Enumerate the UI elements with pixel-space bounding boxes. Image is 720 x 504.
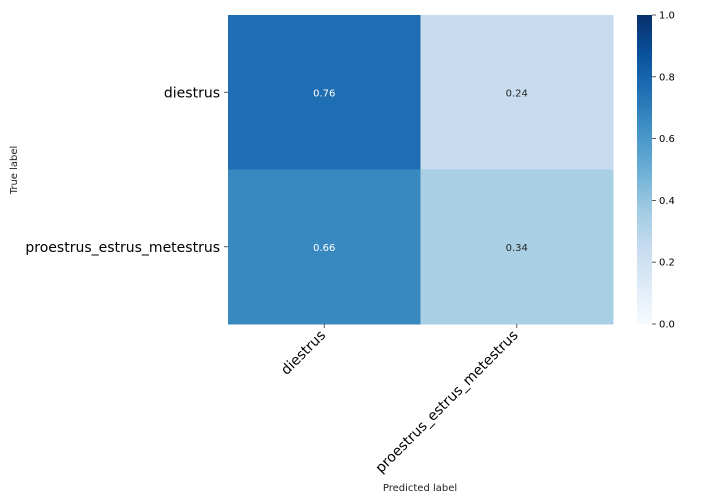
cell-value-label: 0.66	[313, 243, 335, 254]
heatmap-cell	[420, 15, 614, 170]
colorbar-ticks: 0.0 0.2 0.4 0.6 0.8 1.0	[652, 11, 675, 331]
cell-value-label: 0.24	[506, 88, 528, 99]
colorbar	[637, 15, 652, 324]
colorbar-tick-label: 1.0	[659, 11, 675, 22]
heatmap-cells	[228, 15, 614, 325]
colorbar-tick-label: 0.4	[659, 196, 675, 207]
heatmap-cell	[228, 15, 421, 170]
cell-value-label: 0.34	[506, 243, 528, 254]
cell-value-label: 0.76	[313, 88, 335, 99]
colorbar-tick-label: 0.0	[659, 320, 675, 331]
x-tick-label: diestrus	[278, 328, 329, 379]
x-axis-ticks: diestrus proestrus_estrus_metestrus	[278, 324, 522, 477]
heatmap-cell-labels: 0.76 0.24 0.66 0.34	[313, 88, 528, 254]
heatmap-cell	[420, 169, 614, 325]
colorbar-tick-label: 0.6	[659, 134, 675, 145]
x-tick-label: proestrus_estrus_metestrus	[373, 328, 522, 477]
x-axis-label: Predicted label	[383, 483, 457, 494]
y-tick-label: diestrus	[164, 85, 220, 101]
y-axis-label: True label	[9, 146, 20, 196]
colorbar-tick-label: 0.2	[659, 258, 675, 269]
y-tick-label: proestrus_estrus_metestrus	[25, 240, 220, 256]
colorbar-tick-label: 0.8	[659, 72, 675, 83]
heatmap-cell	[228, 169, 421, 325]
y-axis-ticks: diestrus proestrus_estrus_metestrus	[25, 85, 228, 256]
